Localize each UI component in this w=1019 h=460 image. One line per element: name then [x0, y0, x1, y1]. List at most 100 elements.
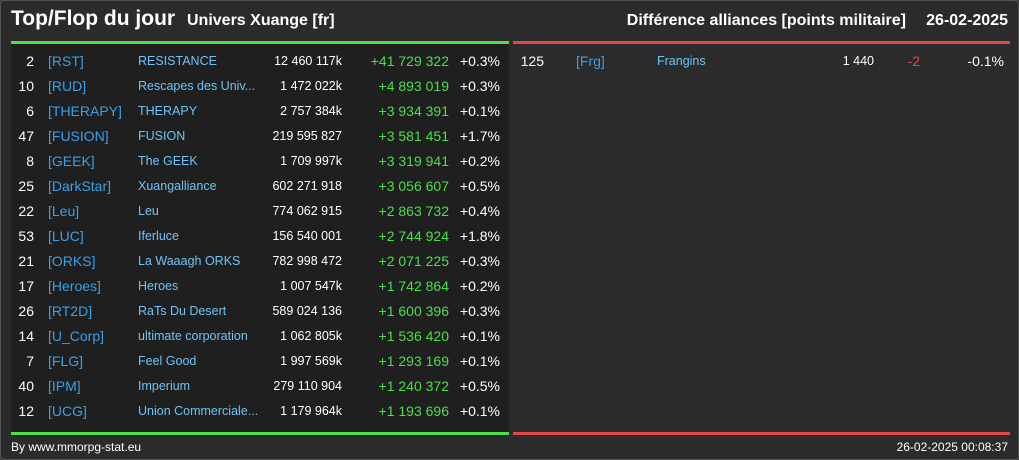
points-difference: +3 319 941 [378, 153, 449, 169]
alliance-rank: 47 [18, 128, 34, 144]
report-date: 26-02-2025 [926, 12, 1008, 29]
alliance-tag-link[interactable]: [U_Corp] [48, 328, 105, 344]
military-points: 2 757 384k [280, 104, 342, 118]
points-difference: +1 536 420 [378, 328, 449, 344]
alliance-tag-link[interactable]: [IPM] [48, 378, 81, 394]
points-difference: +4 893 019 [378, 78, 449, 94]
alliance-tag-link[interactable]: [RUD] [48, 78, 87, 94]
table-row: 6 [THERAPY] THERAPY 2 757 384k +3 934 391 +0.… [11, 99, 509, 124]
alliance-name-link[interactable]: RaTs Du Desert [138, 304, 227, 318]
percent-change: +0.2% [459, 278, 500, 294]
military-points: 1 440 [842, 54, 874, 68]
points-difference: +1 240 372 [378, 378, 449, 394]
points-difference: +2 744 924 [378, 228, 449, 244]
table-row: 22 [Leu] Leu 774 062 915 +2 863 732 +0.4% [11, 199, 509, 224]
alliance-name-link[interactable]: Feel Good [138, 354, 197, 368]
table-row: 2 [RST] RESISTANCE 12 460 117k +41 729 322 +0… [11, 49, 509, 74]
table-row: 25 [DarkStar] Xuangalliance 602 271 918 +3 0… [11, 174, 509, 199]
alliance-rank: 6 [26, 103, 34, 119]
alliance-name-link[interactable]: Rescapes des Univ... [138, 79, 256, 93]
percent-change: +0.3% [459, 53, 500, 69]
top-losers-panel: 125 [Frg] Frangins 1 440 -2 -0.1% [513, 41, 1010, 435]
source-credit: By www.mmorpg-stat.eu [11, 440, 142, 454]
alliance-name-link[interactable]: Imperium [138, 379, 191, 393]
alliance-rank: 21 [18, 253, 34, 269]
page-title: Top/Flop du jour [11, 7, 176, 30]
generated-timestamp: 26-02-2025 00:08:37 [896, 440, 1008, 454]
alliance-tag-link[interactable]: [ORKS] [48, 253, 96, 269]
alliance-rank: 125 [520, 53, 544, 69]
table-row: 21 [ORKS] La Waaagh ORKS 782 998 472 +2 071 … [11, 249, 509, 274]
percent-change: +0.4% [459, 203, 500, 219]
ranking-type-label: Différence alliances [points militaire] [626, 12, 906, 29]
percent-change: +0.2% [459, 153, 500, 169]
alliance-name-link[interactable]: RESISTANCE [138, 54, 217, 68]
table-row: 10 [RUD] Rescapes des Univ... 1 472 022k +4 … [11, 74, 509, 99]
alliance-tag-link[interactable]: [THERAPY] [48, 103, 122, 119]
alliance-tag-link[interactable]: [RT2D] [48, 303, 93, 319]
military-points: 156 540 001 [272, 229, 342, 243]
alliance-rank: 53 [18, 228, 34, 244]
alliance-rank: 17 [18, 278, 34, 294]
alliance-name-link[interactable]: La Waaagh ORKS [138, 254, 241, 268]
alliance-name-link[interactable]: The GEEK [138, 154, 198, 168]
alliance-rank: 7 [26, 353, 34, 369]
percent-change: +1.8% [459, 228, 500, 244]
alliance-tag-link[interactable]: [RST] [48, 53, 84, 69]
percent-change: +0.3% [459, 78, 500, 94]
alliance-tag-link[interactable]: [GEEK] [48, 153, 95, 169]
points-difference: +41 729 322 [370, 53, 449, 69]
points-difference: +1 193 696 [378, 403, 449, 419]
table-row: 7 [FLG] Feel Good 1 997 569k +1 293 169 +0.1% [11, 349, 509, 374]
header-bar: Top/Flop du jour Univers Xuange [fr] Dif… [1, 1, 1018, 39]
alliance-name-link[interactable]: Xuangalliance [138, 179, 217, 193]
points-difference: +1 293 169 [378, 353, 449, 369]
alliance-tag-link[interactable]: [UCG] [48, 403, 87, 419]
table-row: 12 [UCG] Union Commerciale... 1 179 964k +1 … [11, 399, 509, 424]
alliance-name-link[interactable]: Frangins [657, 54, 706, 68]
universe-label: Univers Xuange [fr] [187, 12, 335, 29]
percent-change: +1.7% [459, 128, 500, 144]
military-points: 1 709 997k [280, 154, 342, 168]
military-points: 1 007 547k [280, 279, 342, 293]
table-row: 40 [IPM] Imperium 279 110 904 +1 240 372 +0.5… [11, 374, 509, 399]
alliance-tag-link[interactable]: [Heroes] [48, 278, 101, 294]
points-difference: +1 600 396 [378, 303, 449, 319]
table-row: 17 [Heroes] Heroes 1 007 547k +1 742 864 +0.2… [11, 274, 509, 299]
alliance-name-link[interactable]: THERAPY [138, 104, 198, 118]
alliance-name-link[interactable]: Heroes [138, 279, 179, 293]
percent-change: +0.1% [459, 103, 500, 119]
military-points: 12 460 117k [274, 54, 342, 68]
table-row: 53 [LUC] Iferluce 156 540 001 +2 744 924 +1.8… [11, 224, 509, 249]
alliance-tag-link[interactable]: [DarkStar] [48, 178, 112, 194]
points-difference: +3 934 391 [378, 103, 449, 119]
alliance-tag-link[interactable]: [LUC] [48, 228, 84, 244]
military-points: 279 110 904 [273, 379, 342, 393]
military-points: 589 024 136 [272, 304, 342, 318]
military-points: 1 472 022k [280, 79, 342, 93]
points-difference: +1 742 864 [378, 278, 449, 294]
percent-change: +0.3% [459, 253, 500, 269]
alliance-name-link[interactable]: Leu [138, 204, 159, 218]
points-difference: +3 581 451 [378, 128, 449, 144]
table-row: 125 [Frg] Frangins 1 440 -2 -0.1% [513, 49, 1010, 74]
alliance-rank: 40 [18, 378, 34, 394]
percent-change: +0.3% [459, 303, 500, 319]
alliance-tag-link[interactable]: [FUSION] [48, 128, 109, 144]
percent-change: +0.1% [459, 353, 500, 369]
percent-change: +0.5% [459, 378, 500, 394]
alliance-rank: 10 [18, 78, 34, 94]
alliance-tag-link[interactable]: [Frg] [576, 53, 605, 69]
table-row: 26 [RT2D] RaTs Du Desert 589 024 136 +1 600 … [11, 299, 509, 324]
alliance-name-link[interactable]: Union Commerciale... [138, 404, 259, 418]
alliance-rank: 25 [18, 178, 34, 194]
alliance-tag-link[interactable]: [Leu] [48, 203, 80, 219]
alliance-name-link[interactable]: ultimate corporation [138, 329, 248, 343]
alliance-name-link[interactable]: FUSION [138, 129, 186, 143]
alliance-name-link[interactable]: Iferluce [138, 229, 179, 243]
alliance-rank: 8 [26, 153, 34, 169]
alliance-rank: 2 [26, 53, 34, 69]
alliance-tag-link[interactable]: [FLG] [48, 353, 84, 369]
percent-change: +0.5% [459, 178, 500, 194]
